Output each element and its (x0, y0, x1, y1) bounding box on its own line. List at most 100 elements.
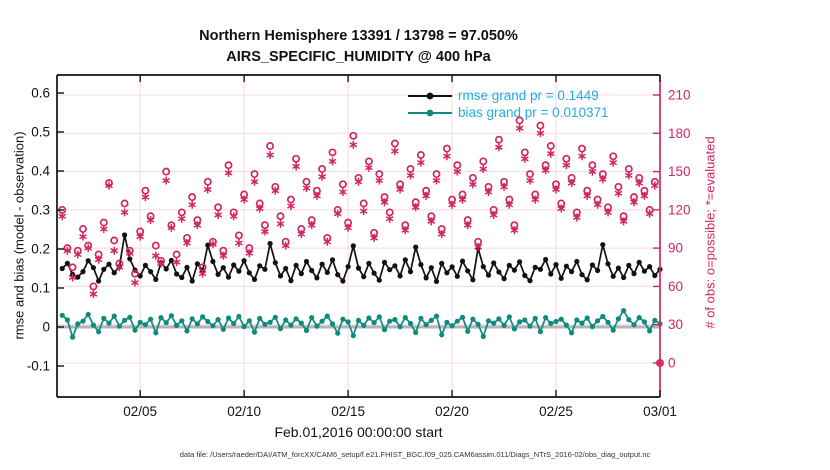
obs-possible-marker (453, 161, 462, 170)
rmse-point (376, 277, 382, 283)
bias-point (132, 327, 138, 333)
bias-point (543, 315, 549, 321)
left-y-tick-label: 0.1 (31, 281, 50, 296)
obs-evaluated-marker (255, 204, 264, 213)
obs-possible-marker (536, 121, 545, 130)
obs-possible-marker (266, 142, 275, 150)
bias-point (475, 321, 481, 327)
bias-point (324, 313, 330, 319)
rmse-point (465, 268, 471, 274)
rmse-point (111, 270, 117, 276)
bias-point (236, 313, 242, 320)
bias-point (558, 316, 564, 322)
obs-possible-marker (99, 218, 108, 227)
obs-evaluated-marker (68, 273, 77, 282)
rmse-point (225, 274, 232, 280)
obs-evaluated-marker (151, 251, 160, 260)
bias-point (402, 315, 408, 321)
obs-evaluated-marker (541, 166, 550, 175)
bias-point (454, 318, 460, 324)
obs-evaluated-marker (609, 158, 618, 167)
rmse-point (444, 270, 450, 276)
right-y-tick-label: 120 (668, 202, 691, 217)
bias-point (179, 318, 185, 324)
rmse-point (584, 277, 590, 283)
obs-possible-marker (318, 165, 327, 173)
obs-evaluated-marker (614, 189, 623, 198)
rmse-point (366, 260, 372, 266)
obs-evaluated-marker (328, 157, 337, 166)
rmse-point (439, 260, 445, 266)
obs-evaluated-marker (468, 180, 477, 189)
obs-possible-marker (89, 282, 98, 291)
bias-point (600, 313, 606, 320)
bias-point (563, 322, 570, 328)
bias-point (553, 318, 559, 325)
bias-point (137, 319, 143, 325)
bias-point (511, 326, 517, 332)
rmse-point (579, 272, 585, 278)
obs-evaluated-marker (214, 210, 223, 219)
bias-point (210, 323, 216, 329)
rmse-point (345, 264, 351, 270)
obs-possible-marker (224, 161, 233, 170)
obs-evaluated-marker (484, 187, 493, 196)
rmse-point (558, 275, 564, 281)
obs-evaluated-marker (58, 212, 67, 221)
obs-possible-marker (609, 152, 618, 161)
obs-evaluated-marker (250, 177, 259, 186)
obs-possible-marker (141, 186, 150, 195)
obs-evaluated-marker (385, 214, 394, 223)
bias-point (116, 323, 122, 329)
bias-point (101, 315, 107, 321)
obs-evaluated-marker (552, 185, 560, 194)
obs-evaluated-marker (292, 162, 300, 171)
bias-point (366, 315, 372, 321)
obs-evaluated-marker (520, 154, 529, 163)
tick-label-layer: -0.1 0 0.1 0.2 0.3 0.4 0.5 0.6 0 30 60 90 120 150 180 2… (27, 86, 691, 419)
rmse-point (569, 269, 575, 275)
obs-evaluated-marker (375, 176, 384, 185)
bias-point (90, 322, 96, 328)
bias-point (200, 314, 206, 320)
bias-point (496, 316, 502, 322)
obs-evaluated-marker (391, 147, 399, 156)
obs-evaluated-marker (417, 158, 425, 167)
obs-evaluated-marker (536, 129, 545, 138)
rmse-point (511, 267, 517, 273)
rmse-point (361, 274, 367, 280)
obs-evaluated-marker (588, 167, 597, 176)
grid-layer (57, 75, 661, 397)
rmse-point (600, 242, 606, 248)
obs-possible-marker (276, 212, 285, 221)
bias-point (64, 317, 70, 323)
obs-possible-marker (515, 116, 524, 125)
rmse-point (335, 272, 341, 278)
rmse-point (381, 259, 388, 265)
rmse-point (163, 266, 169, 272)
bias-point (335, 330, 341, 336)
bias-point (205, 318, 211, 325)
rmse-point (595, 267, 601, 274)
rmse-point (220, 265, 226, 271)
rmse-point (293, 262, 299, 268)
rmse-point (433, 278, 440, 284)
obs-evaluated-marker (193, 221, 202, 230)
rmse-point (90, 265, 96, 271)
obs-evaluated-marker (401, 226, 410, 235)
rmse-point (194, 261, 200, 267)
obs-possible-marker (110, 236, 119, 245)
bias-point (303, 327, 310, 334)
obs-evaluated-marker (583, 191, 592, 200)
bias-point (283, 317, 289, 323)
rmse-point (267, 240, 273, 247)
bias-point (158, 315, 164, 321)
obs-evaluated-marker (131, 278, 139, 287)
legend: rmse grand pr = 0.1449 bias grand pr = 0… (407, 87, 609, 121)
bias-point (527, 323, 533, 329)
rmse-point (636, 259, 642, 265)
obs-evaluated-marker (442, 152, 451, 161)
rmse-point (277, 273, 284, 279)
obs-evaluated-marker (89, 290, 98, 299)
